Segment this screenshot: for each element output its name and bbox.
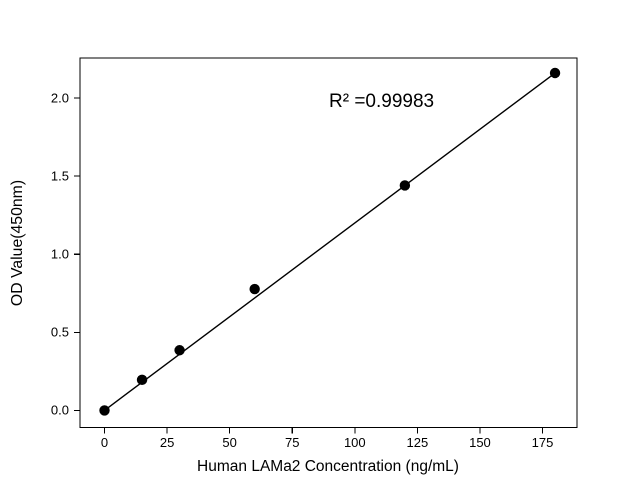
svg-text:150: 150 [469, 435, 491, 450]
svg-text:50: 50 [222, 435, 236, 450]
svg-text:100: 100 [344, 435, 366, 450]
svg-text:75: 75 [285, 435, 299, 450]
svg-text:125: 125 [407, 435, 429, 450]
svg-text:0.0: 0.0 [51, 403, 69, 418]
svg-text:0.5: 0.5 [51, 325, 69, 340]
svg-text:175: 175 [532, 435, 554, 450]
svg-text:1.0: 1.0 [51, 247, 69, 262]
svg-text:0: 0 [101, 435, 108, 450]
svg-text:R² =0.99983: R² =0.99983 [329, 91, 434, 112]
svg-text:1.5: 1.5 [51, 169, 69, 184]
svg-text:25: 25 [160, 435, 174, 450]
svg-text:OD Value(450nm): OD Value(450nm) [9, 180, 26, 306]
svg-text:2.0: 2.0 [51, 91, 69, 106]
svg-text:Human LAMa2 Concentration (ng/: Human LAMa2 Concentration (ng/mL) [197, 458, 459, 475]
